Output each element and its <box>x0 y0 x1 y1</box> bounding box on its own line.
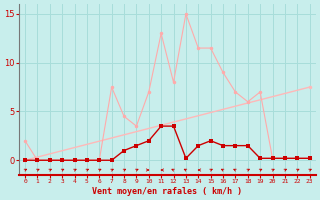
X-axis label: Vent moyen/en rafales ( km/h ): Vent moyen/en rafales ( km/h ) <box>92 187 242 196</box>
